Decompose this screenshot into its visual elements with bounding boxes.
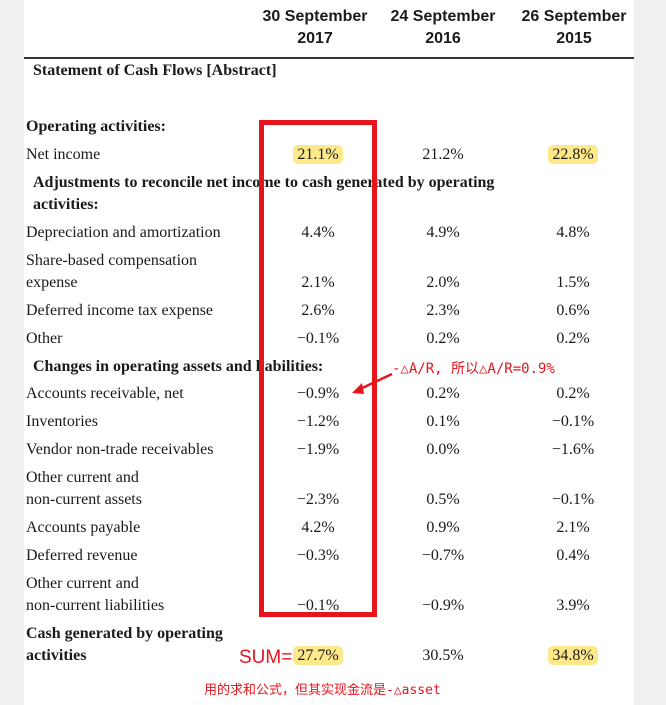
header-divider — [24, 57, 634, 59]
deferred-revenue-2016: −0.7% — [421, 547, 465, 564]
cash-generated-2017-value: 27.7% — [293, 646, 343, 665]
cash-generated-2015: 34.8% — [528, 645, 618, 667]
depreciation-2016: 4.9% — [426, 224, 460, 241]
accounts-payable-2016: 0.9% — [426, 519, 460, 536]
share-based-2015: 1.5% — [556, 274, 590, 291]
other-2016: 0.2% — [426, 330, 460, 347]
share-based-2016: 2.0% — [426, 274, 460, 291]
net-income-2017: 21.1% — [273, 144, 363, 166]
accounts-payable-label: Accounts payable — [26, 519, 141, 536]
deferred-tax-label: Deferred income tax expense — [26, 302, 214, 319]
net-income-2015: 22.8% — [528, 144, 618, 166]
cash-generated-2016: 30.5% — [422, 647, 464, 664]
other-assets-label-line1: Other current and — [26, 469, 139, 486]
accounts-receivable-2016: 0.2% — [426, 385, 460, 402]
net-income-2016: 21.2% — [422, 146, 464, 163]
inventories-2017: −1.2% — [296, 413, 340, 430]
inventories-2015: −0.1% — [551, 413, 595, 430]
accounts-payable-2015: 2.1% — [556, 519, 590, 536]
annotation-arrow-icon — [352, 372, 393, 394]
depreciation-label: Depreciation and amortization — [26, 224, 221, 241]
right-margin — [634, 0, 666, 705]
vendor-receivables-2015: −1.6% — [551, 441, 595, 458]
other-assets-label-line2: non-current assets — [26, 491, 142, 508]
deferred-revenue-label: Deferred revenue — [26, 547, 138, 564]
annotation-red-box — [259, 120, 377, 617]
deferred-tax-2015: 0.6% — [556, 302, 590, 319]
share-based-2017: 2.1% — [301, 274, 335, 291]
other-label: Other — [26, 330, 63, 347]
accounts-receivable-2017: −0.9% — [296, 385, 340, 402]
accounts-receivable-2015: 0.2% — [556, 385, 590, 402]
deferred-revenue-2017: −0.3% — [296, 547, 340, 564]
other-assets-2016: 0.5% — [426, 491, 460, 508]
accounts-receivable-label: Accounts receivable, net — [26, 385, 184, 402]
deferred-revenue-2015: 0.4% — [556, 547, 590, 564]
annotation-bottom-note: 用的求和公式，但其实现金流是-△asset — [204, 683, 441, 698]
other-2017: −0.1% — [296, 330, 340, 347]
other-liabilities-label-line1: Other current and — [26, 575, 139, 592]
cash-generated-label-line1: Cash generated by operating — [26, 625, 223, 642]
vendor-receivables-label: Vendor non-trade receivables — [26, 441, 214, 458]
left-margin — [0, 0, 24, 705]
section-title: Statement of Cash Flows [Abstract] — [33, 62, 277, 79]
column-header-2015-line2: 2015 — [556, 30, 592, 47]
vendor-receivables-2017: −1.9% — [296, 441, 340, 458]
share-based-label-line2: expense — [26, 274, 78, 291]
share-based-label-line1: Share-based compensation — [26, 252, 198, 269]
cash-generated-2017: 27.7% — [273, 645, 363, 667]
net-income-2015-value: 22.8% — [548, 145, 598, 164]
operating-activities-heading: Operating activities: — [26, 118, 166, 135]
vendor-receivables-2016: 0.0% — [426, 441, 460, 458]
annotation-delta-note: -△A/R, 所以△A/R=0.9% — [392, 361, 555, 377]
deferred-tax-2017: 2.6% — [301, 302, 335, 319]
other-liabilities-2016: −0.9% — [421, 597, 465, 614]
depreciation-2015: 4.8% — [556, 224, 590, 241]
cash-generated-2015-value: 34.8% — [548, 646, 598, 665]
other-2015: 0.2% — [556, 330, 590, 347]
column-header-2015-line1: 26 September — [521, 8, 627, 25]
inventories-2016: 0.1% — [426, 413, 460, 430]
other-assets-2015: −0.1% — [551, 491, 595, 508]
accounts-payable-2017: 4.2% — [301, 519, 335, 536]
changes-heading: Changes in operating assets and liabilit… — [33, 358, 324, 375]
column-header-2017: 30 September 2017 — [250, 6, 380, 50]
inventories-label: Inventories — [26, 413, 98, 430]
deferred-tax-2016: 2.3% — [426, 302, 460, 319]
cash-generated-label-line2: activities — [26, 647, 87, 664]
column-header-2017-line1: 30 September — [262, 8, 368, 25]
other-liabilities-2017: −0.1% — [296, 597, 340, 614]
column-header-2016-line1: 24 September — [390, 8, 496, 25]
column-header-2017-line2: 2017 — [297, 30, 333, 47]
depreciation-2017: 4.4% — [301, 224, 335, 241]
net-income-2017-value: 21.1% — [293, 145, 343, 164]
column-header-2016: 24 September 2016 — [378, 6, 508, 50]
other-liabilities-label-line2: non-current liabilities — [26, 597, 165, 614]
column-header-2016-line2: 2016 — [425, 30, 461, 47]
annotation-sum-label: SUM= — [239, 647, 293, 668]
other-liabilities-2015: 3.9% — [556, 597, 590, 614]
net-income-label: Net income — [26, 146, 101, 163]
other-assets-2017: −2.3% — [296, 491, 340, 508]
adjustments-heading-line2: activities: — [33, 196, 99, 213]
column-header-2015: 26 September 2015 — [509, 6, 639, 50]
